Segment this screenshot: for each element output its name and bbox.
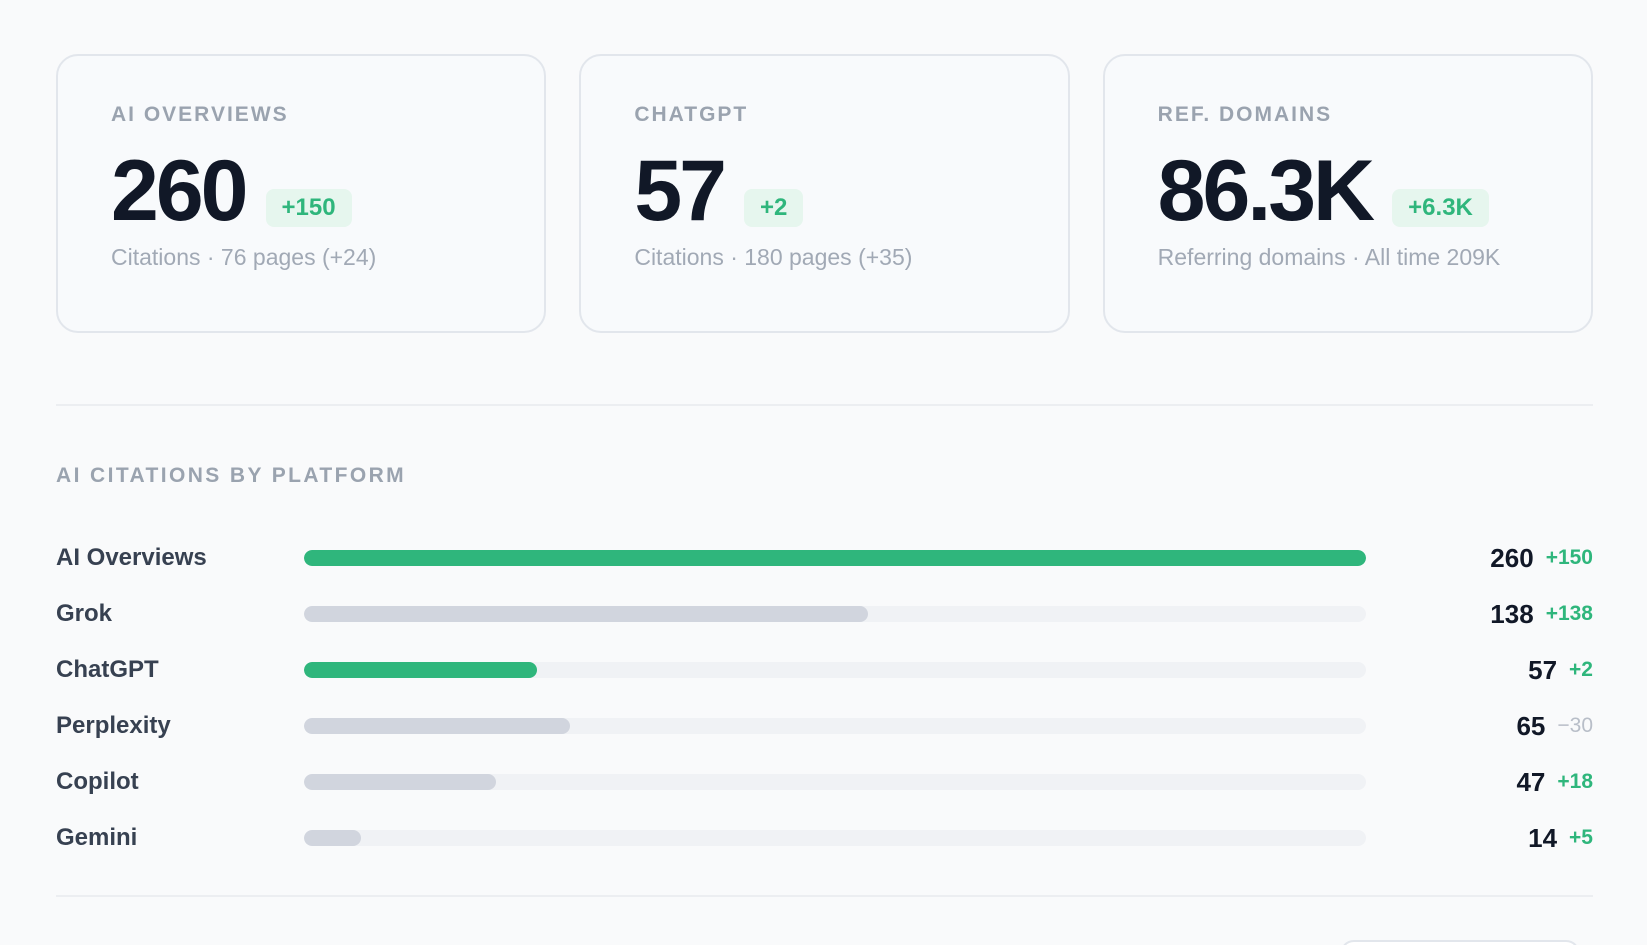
platform-value: 57 (1528, 654, 1558, 685)
platform-bar-track (304, 718, 1366, 734)
kpi-label: REF. DOMAINS (1157, 103, 1333, 126)
platform-row[interactable]: Gemini 14 +5 (56, 810, 1593, 866)
platform-stats: 47 +18 (1516, 754, 1593, 810)
platform-name: ChatGPT (56, 656, 159, 683)
platform-row[interactable]: Copilot 47 +18 (56, 754, 1593, 810)
platform-delta: +2 (1569, 658, 1593, 681)
platform-bar-track (304, 550, 1366, 566)
platform-name: Copilot (56, 768, 139, 795)
platform-name: Perplexity (56, 712, 171, 739)
platform-stats: 138 +138 (1490, 586, 1593, 642)
kpi-card-chatgpt[interactable]: CHATGPT 57 +2 Citations · 180 pages (+35… (579, 54, 1070, 333)
platform-bar-fill (304, 718, 570, 734)
platform-value: 65 (1516, 710, 1546, 741)
kpi-label: CHATGPT (634, 103, 749, 126)
kpi-delta-badge: +2 (744, 189, 804, 227)
partial-button[interactable] (1340, 940, 1580, 945)
platform-stats: 14 +5 (1528, 810, 1593, 866)
kpi-value-row: 57 +2 (634, 143, 1067, 239)
kpi-subtitle: Citations · 76 pages (+24) (111, 244, 377, 270)
platform-value: 260 (1490, 542, 1534, 573)
platform-bar-fill (304, 550, 1366, 566)
platform-delta: +138 (1545, 602, 1593, 625)
platform-row[interactable]: AI Overviews 260 +150 (56, 530, 1593, 586)
platform-value: 14 (1528, 822, 1558, 853)
section-title: AI CITATIONS BY PLATFORM (56, 464, 407, 487)
platform-bar-fill (304, 662, 537, 678)
platform-value: 47 (1516, 766, 1546, 797)
kpi-label: AI OVERVIEWS (111, 103, 289, 126)
kpi-value: 86.3K (1157, 143, 1375, 239)
kpi-card-ai-overviews[interactable]: AI OVERVIEWS 260 +150 Citations · 76 pag… (56, 54, 547, 333)
platform-delta: +5 (1569, 826, 1593, 849)
section-divider (56, 404, 1593, 406)
kpi-delta-badge: +6.3K (1392, 189, 1489, 227)
platform-value: 138 (1490, 598, 1534, 629)
kpi-subtitle: Referring domains · All time 209K (1157, 244, 1501, 270)
platform-stats: 57 +2 (1528, 642, 1593, 698)
platform-bar-track (304, 830, 1366, 846)
platform-stats: 65 −30 (1516, 698, 1593, 754)
platform-name: Gemini (56, 824, 138, 851)
platform-row[interactable]: Grok 138 +138 (56, 586, 1593, 642)
section-divider (56, 895, 1593, 897)
platform-bar-fill (304, 606, 868, 622)
kpi-value-row: 86.3K +6.3K (1157, 143, 1591, 239)
platform-delta: +150 (1545, 546, 1593, 569)
platform-bar-track (304, 662, 1366, 678)
kpi-value: 57 (634, 143, 727, 239)
kpi-value-row: 260 +150 (111, 143, 544, 239)
kpi-cards: AI OVERVIEWS 260 +150 Citations · 76 pag… (56, 54, 1593, 333)
platform-row[interactable]: ChatGPT 57 +2 (56, 642, 1593, 698)
platform-stats: 260 +150 (1490, 530, 1593, 586)
platform-delta: −30 (1557, 714, 1593, 737)
kpi-value: 260 (111, 143, 248, 239)
platform-bar-track (304, 774, 1366, 790)
platform-bar-fill (304, 774, 496, 790)
kpi-delta-badge: +150 (265, 189, 352, 227)
platform-delta: +18 (1557, 770, 1593, 793)
platform-row[interactable]: Perplexity 65 −30 (56, 698, 1593, 754)
platform-name: Grok (56, 600, 113, 627)
platform-name: AI Overviews (56, 544, 207, 571)
kpi-subtitle: Citations · 180 pages (+35) (634, 244, 913, 270)
kpi-card-ref-domains[interactable]: REF. DOMAINS 86.3K +6.3K Referring domai… (1102, 54, 1593, 333)
platform-bar-fill (304, 830, 362, 846)
platform-list: AI Overviews 260 +150 Grok 138 +138 ChatGPT 57 +… (56, 530, 1593, 866)
platform-bar-track (304, 606, 1366, 622)
